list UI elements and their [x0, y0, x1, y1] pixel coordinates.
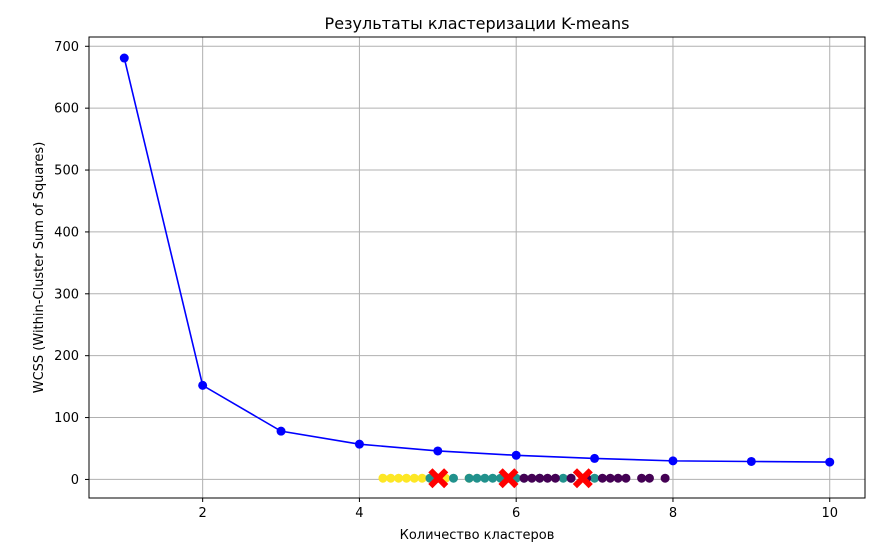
cluster-point: [535, 473, 545, 483]
cluster-point: [409, 473, 419, 483]
cluster-point: [550, 473, 560, 483]
cluster-point: [417, 473, 427, 483]
cluster-point: [621, 473, 631, 483]
wcss-point: [433, 446, 443, 456]
cluster-point: [448, 473, 458, 483]
centroid-marker: [428, 468, 449, 489]
cluster-point: [566, 473, 576, 483]
y-tick-label: 400: [54, 225, 79, 240]
x-tick-label: 4: [355, 506, 363, 521]
cluster-point: [527, 473, 537, 483]
cluster-point: [464, 473, 474, 483]
x-tick-label: 10: [821, 506, 838, 521]
x-tick-label: 8: [669, 506, 677, 521]
y-tick-label: 500: [54, 164, 79, 179]
cluster-point: [401, 473, 411, 483]
wcss-point: [119, 53, 129, 63]
cluster-point: [488, 473, 498, 483]
centroid-marker: [572, 468, 593, 489]
wcss-point: [825, 457, 835, 467]
wcss-point: [668, 456, 678, 466]
cluster-point: [519, 473, 529, 483]
y-tick-label: 200: [54, 349, 79, 364]
y-tick-label: 300: [54, 287, 79, 302]
cluster-point: [378, 473, 388, 483]
cluster-point: [637, 473, 647, 483]
x-tick-label: 2: [199, 506, 207, 521]
wcss-point: [746, 456, 756, 466]
y-tick-label: 700: [54, 40, 79, 55]
y-tick-label: 100: [54, 411, 79, 426]
x-axis-label: Количество кластеров: [400, 528, 555, 543]
chart-title: Результаты кластеризации K-means: [325, 14, 630, 33]
centroid-marker: [498, 468, 519, 489]
cluster-point: [590, 473, 600, 483]
cluster-point: [605, 473, 615, 483]
cluster-point: [394, 473, 404, 483]
cluster-point: [613, 473, 623, 483]
wcss-point: [511, 450, 521, 460]
cluster-point: [543, 473, 553, 483]
cluster-point: [558, 473, 568, 483]
x-tick-label: 6: [512, 506, 520, 521]
cluster-point: [480, 473, 490, 483]
wcss-point: [198, 380, 208, 390]
cluster-point: [386, 473, 396, 483]
cluster-point: [472, 473, 482, 483]
wcss-point: [590, 453, 600, 463]
data-layer: [119, 53, 835, 489]
y-axis-label: WCSS (Within-Cluster Sum of Squares): [32, 142, 47, 394]
cluster-point: [644, 473, 654, 483]
cluster-point: [660, 473, 670, 483]
grid-layer: [89, 37, 865, 498]
cluster-point: [597, 473, 607, 483]
y-tick-label: 0: [71, 473, 79, 488]
plot-frame: [88, 36, 866, 499]
wcss-point: [276, 426, 286, 436]
wcss-line: [123, 57, 830, 463]
wcss-point: [354, 439, 364, 449]
y-tick-label: 600: [54, 102, 79, 117]
